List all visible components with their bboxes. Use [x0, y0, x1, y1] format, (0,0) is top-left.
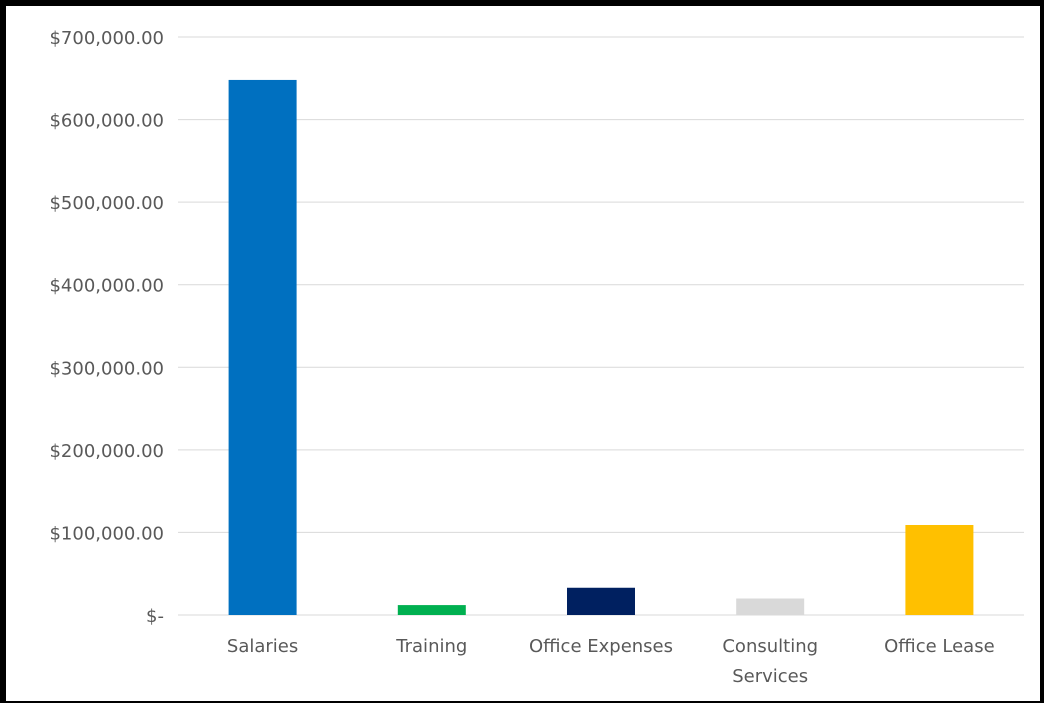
x-category-label: Training: [395, 636, 467, 657]
bar: [905, 524, 974, 615]
y-tick-label: $700,000.00: [49, 28, 164, 49]
y-tick-label: $300,000.00: [49, 358, 164, 379]
y-tick-label: $100,000.00: [49, 523, 164, 544]
x-category-label: Services: [732, 666, 808, 687]
y-tick-label: $600,000.00: [49, 111, 164, 132]
y-tick-label: $200,000.00: [49, 441, 164, 462]
bar: [397, 605, 466, 615]
x-category-label: Office Lease: [884, 636, 995, 657]
y-tick-label: $-: [146, 606, 164, 627]
bar: [567, 587, 635, 615]
x-category-label: Consulting: [722, 636, 818, 657]
x-category-label: Office Expenses: [529, 636, 673, 657]
bar: [736, 598, 805, 615]
x-category-label: Salaries: [227, 636, 298, 657]
y-tick-label: $400,000.00: [49, 276, 164, 297]
bar: [228, 79, 297, 616]
x-axis-category-labels: Salaries Training Office Expenses Consultin…: [227, 636, 995, 687]
bars: [228, 79, 974, 616]
gridlines: [178, 36, 1024, 616]
y-tick-label: $500,000.00: [49, 193, 164, 214]
y-axis-tick-labels: $- $100,000.00 $200,000.00 $300,000.00 $400,…: [49, 28, 164, 627]
